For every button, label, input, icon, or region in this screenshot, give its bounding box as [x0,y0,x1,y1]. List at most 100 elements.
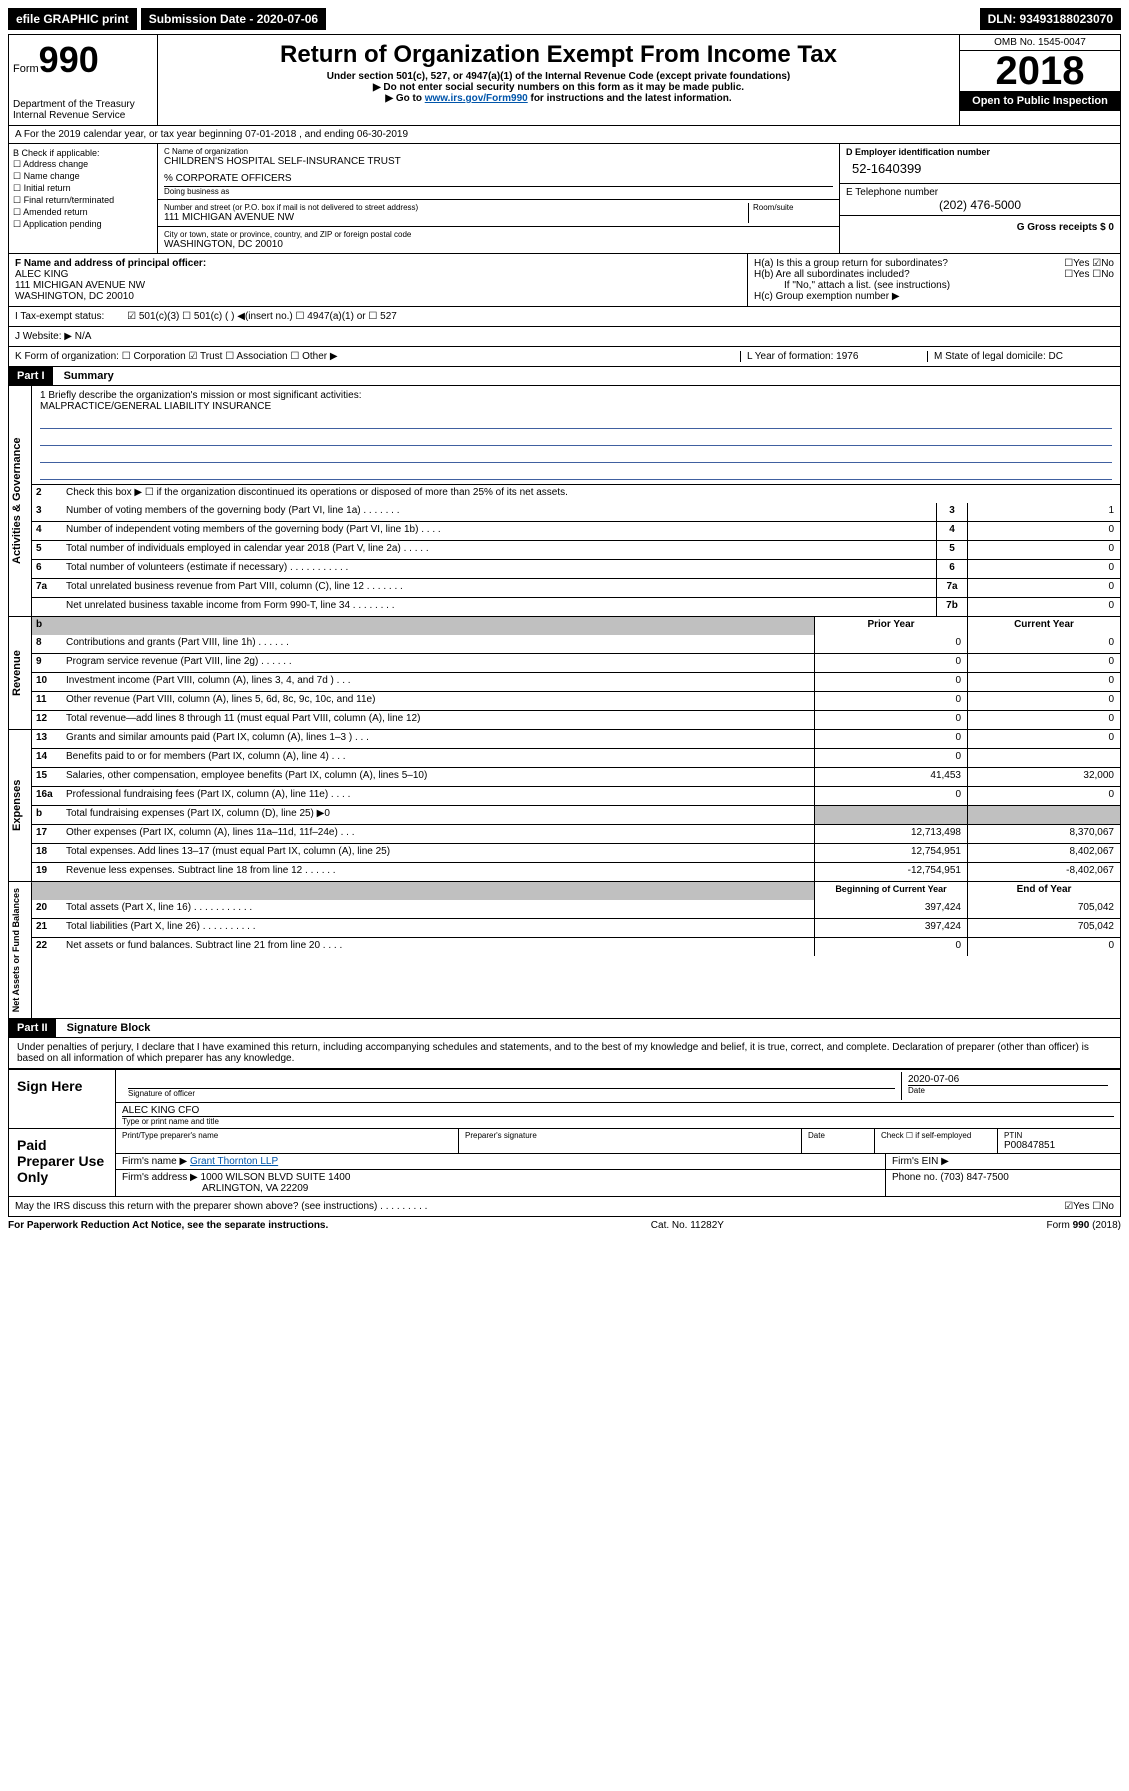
paid-preparer-label: Paid Preparer Use Only [9,1129,116,1196]
date-label: Date [908,1085,1108,1095]
col-end-year: End of Year [967,882,1120,900]
expenses-section: Expenses 13Grants and similar amounts pa… [8,730,1121,882]
table-row: 22Net assets or fund balances. Subtract … [32,937,1120,956]
care-of: % CORPORATE OFFICERS [164,173,833,184]
table-row: 5Total number of individuals employed in… [32,540,1120,559]
room-label: Room/suite [748,203,833,223]
sig-officer-label: Signature of officer [128,1088,895,1098]
prep-name-label: Print/Type preparer's name [116,1129,458,1153]
firm-addr: 1000 WILSON BLVD SUITE 1400 [201,1172,351,1183]
phone-value: (202) 476-5000 [846,198,1114,212]
chk-amended[interactable]: ☐ Amended return [13,207,153,218]
col-current-year: Current Year [967,617,1120,635]
phone-label: E Telephone number [846,187,1114,198]
row-i-label: I Tax-exempt status: [15,311,104,322]
hb-answer: ☐Yes ☐No [1064,269,1114,280]
chk-initial-return[interactable]: ☐ Initial return [13,183,153,194]
row-i-opts: ☑ 501(c)(3) ☐ 501(c) ( ) ◀(insert no.) ☐… [127,311,397,322]
form-subtitle: Under section 501(c), 527, or 4947(a)(1)… [162,71,955,82]
addr-label: Number and street (or P.O. box if mail i… [164,203,748,212]
gross-receipts: G Gross receipts $ 0 [840,216,1120,239]
officer-name: ALEC KING [15,269,741,280]
discuss-row: May the IRS discuss this return with the… [8,1197,1121,1217]
efile-badge: efile GRAPHIC print [8,8,137,30]
chk-address-change[interactable]: ☐ Address change [13,159,153,170]
type-name-label: Type or print name and title [122,1116,1114,1126]
chk-final-return[interactable]: ☐ Final return/terminated [13,195,153,206]
officer-group-grid: F Name and address of principal officer:… [8,254,1121,307]
part2-badge: Part II [9,1019,56,1037]
footer: For Paperwork Reduction Act Notice, see … [8,1217,1121,1234]
ein-label: D Employer identification number [846,147,1114,157]
table-row: bTotal fundraising expenses (Part IX, co… [32,805,1120,824]
officer-typed-name: ALEC KING CFO [122,1105,1114,1116]
governance-section: Activities & Governance 1 Briefly descri… [8,386,1121,617]
table-row: 3Number of voting members of the governi… [32,503,1120,521]
mission-rule [40,448,1112,463]
col-prior-year: Prior Year [814,617,967,635]
table-row: 7aTotal unrelated business revenue from … [32,578,1120,597]
firm-ein-label: Firm's EIN ▶ [885,1154,1120,1169]
mission-rule [40,414,1112,429]
mission-label: 1 Briefly describe the organization's mi… [40,390,1112,401]
ha-label: H(a) Is this a group return for subordin… [754,258,948,269]
row-k-left: K Form of organization: ☐ Corporation ☑ … [15,351,740,362]
side-revenue: Revenue [9,617,32,729]
sign-here-label: Sign Here [9,1070,116,1128]
top-bar: efile GRAPHIC print Submission Date - 20… [8,8,1121,30]
org-info-grid: B Check if applicable: ☐ Address change … [8,144,1121,254]
form-header: Form990 Department of the Treasury Inter… [8,34,1121,126]
part2-title: Signature Block [59,1019,159,1037]
chk-app-pending[interactable]: ☐ Application pending [13,219,153,230]
table-row: Net unrelated business taxable income fr… [32,597,1120,616]
col-c-name-address: C Name of organization CHILDREN'S HOSPIT… [158,144,839,253]
submission-date: Submission Date - 2020-07-06 [141,8,326,30]
col-b-checkboxes: B Check if applicable: ☐ Address change … [9,144,158,253]
prep-date-label: Date [801,1129,874,1153]
row-j-website: J Website: ▶ N/A [8,327,1121,347]
prep-sig-label: Preparer's signature [458,1129,801,1153]
table-row: 15Salaries, other compensation, employee… [32,767,1120,786]
table-row: 12Total revenue—add lines 8 through 11 (… [32,710,1120,729]
col-b-label: B Check if applicable: [13,148,153,158]
row-k: K Form of organization: ☐ Corporation ☑ … [8,347,1121,367]
revenue-section: Revenue b Prior Year Current Year 8Contr… [8,617,1121,730]
hb-label: H(b) Are all subordinates included? [754,269,910,280]
ptin-label: PTIN [1004,1131,1114,1140]
form-title: Return of Organization Exempt From Incom… [162,41,955,69]
city-label: City or town, state or province, country… [164,230,833,239]
street-address: 111 MICHIGAN AVENUE NW [164,212,748,223]
table-row: 6Total number of volunteers (estimate if… [32,559,1120,578]
tax-year: 2018 [960,51,1120,91]
hb-note: If "No," attach a list. (see instruction… [754,280,1114,291]
firm-name-link[interactable]: Grant Thornton LLP [190,1156,278,1167]
signature-section: Sign Here Signature of officer 2020-07-0… [8,1069,1121,1197]
ha-answer: ☐Yes ☑No [1064,258,1114,269]
side-governance: Activities & Governance [9,386,32,616]
part1-badge: Part I [9,367,53,385]
part2-header-row: Part II Signature Block [8,1019,1121,1038]
form990-link[interactable]: www.irs.gov/Form990 [425,93,528,104]
dept-label: Department of the Treasury [13,99,153,110]
firm-addr-label: Firm's address ▶ [122,1172,198,1183]
officer-addr1: 111 MICHIGAN AVENUE NW [15,280,741,291]
firm-city: ARLINGTON, VA 22209 [122,1183,879,1194]
table-row: 14Benefits paid to or for members (Part … [32,748,1120,767]
ptin-value: P00847851 [1004,1140,1114,1151]
side-expenses: Expenses [9,730,32,881]
table-row: 4Number of independent voting members of… [32,521,1120,540]
form-prefix: Form [13,63,39,75]
row-l: L Year of formation: 1976 [740,351,927,362]
col-de: D Employer identification number 52-1640… [839,144,1120,253]
hc-label: H(c) Group exemption number ▶ [754,291,1114,302]
sig-date: 2020-07-06 [908,1074,1108,1085]
form-note2-pre: ▶ Go to [385,93,424,104]
line2-text: Check this box ▶ ☐ if the organization d… [62,485,1120,503]
part1-header-row: Part I Summary [8,367,1121,386]
chk-name-change[interactable]: ☐ Name change [13,171,153,182]
mission-rule [40,465,1112,480]
org-name: CHILDREN'S HOSPITAL SELF-INSURANCE TRUST [164,156,833,167]
side-netassets: Net Assets or Fund Balances [9,882,32,1018]
table-row: 9Program service revenue (Part VIII, lin… [32,653,1120,672]
footer-right: Form 990 (2018) [1047,1220,1121,1231]
